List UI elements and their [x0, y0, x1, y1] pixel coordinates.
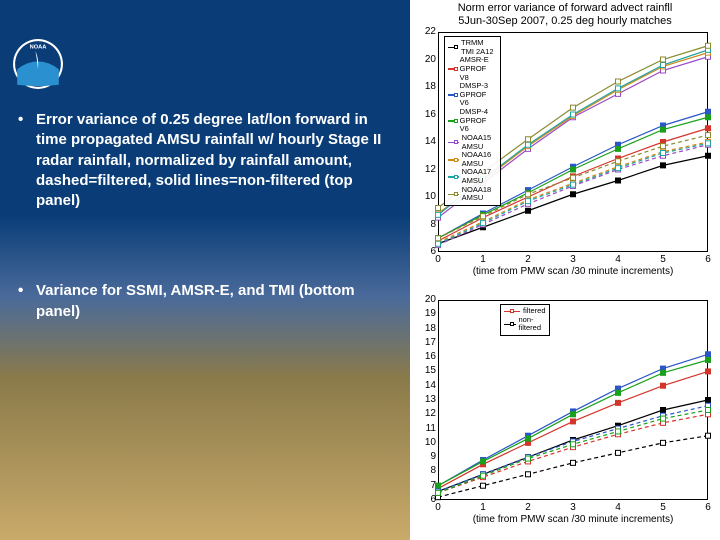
title-line-1: Norm error variance of forward advect ra…	[410, 2, 720, 15]
legend-item: TRMM TMI 2A12	[448, 39, 497, 56]
bullet-list: Error variance of 0.25 degree lat/lon fo…	[18, 110, 393, 392]
slide: NOAA Error variance of 0.25 degree lat/l…	[0, 0, 720, 540]
chart-title: Norm error variance of forward advect ra…	[410, 2, 720, 28]
x-axis-label: (time from PMW scan /30 minute increment…	[438, 266, 708, 277]
right-panel: Norm error variance of forward advect ra…	[410, 0, 720, 540]
legend-item: NOAA18 AMSU	[448, 186, 497, 203]
legend-item: DMSP-3 GPROF V6	[448, 82, 497, 108]
legend-item: AMSR-E GPROF V8	[448, 56, 497, 82]
noaa-logo-icon: NOAA	[12, 38, 64, 90]
chart-svg	[410, 300, 714, 506]
x-axis-label: (time from PMW scan /30 minute increment…	[438, 514, 708, 525]
legend-item: non-filtered	[504, 316, 546, 333]
title-line-2: 5Jun-30Sep 2007, 0.25 deg hourly matches	[410, 15, 720, 28]
legend-item: NOAA15 AMSU	[448, 134, 497, 151]
left-panel: NOAA Error variance of 0.25 degree lat/l…	[0, 0, 410, 540]
legend-item: DMSP-4 GPROF V6	[448, 108, 497, 134]
bullet-item: Error variance of 0.25 degree lat/lon fo…	[18, 110, 393, 211]
legend-item: NOAA17 AMSU	[448, 168, 497, 185]
legend-item: NOAA16 AMSU	[448, 151, 497, 168]
svg-text:NOAA: NOAA	[30, 44, 47, 50]
legend: TRMM TMI 2A12AMSR-E GPROF V8DMSP-3 GPROF…	[444, 36, 501, 206]
bullet-item: Variance for SSMI, AMSR-E, and TMI (bott…	[18, 281, 393, 322]
legend: filterednon-filtered	[500, 304, 550, 336]
